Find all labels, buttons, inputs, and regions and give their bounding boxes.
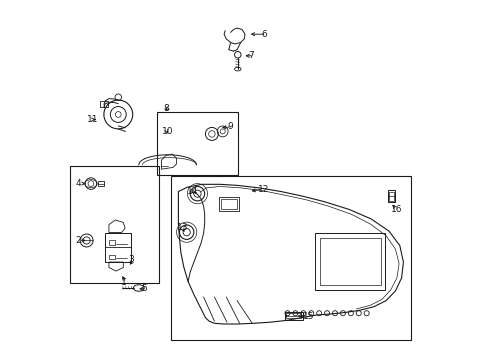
Bar <box>219 197 239 211</box>
Text: 3: 3 <box>128 256 134 264</box>
Text: 11: 11 <box>87 115 99 124</box>
Bar <box>71 166 159 283</box>
Bar <box>388 190 395 202</box>
Text: 14: 14 <box>187 187 198 196</box>
Text: 10: 10 <box>162 127 173 136</box>
Text: 6: 6 <box>261 30 267 39</box>
Bar <box>105 233 131 262</box>
Text: 13: 13 <box>176 223 188 232</box>
Text: 8: 8 <box>163 104 169 112</box>
Text: 16: 16 <box>391 205 402 214</box>
Text: 1: 1 <box>121 278 126 287</box>
Bar <box>320 238 381 285</box>
Bar <box>157 112 238 175</box>
Bar <box>100 101 108 107</box>
Text: 15: 15 <box>303 311 314 320</box>
Bar <box>286 313 301 318</box>
Bar <box>315 233 386 290</box>
Text: 4: 4 <box>75 179 81 188</box>
Bar <box>221 199 237 209</box>
Text: 9: 9 <box>228 122 233 131</box>
Bar <box>109 255 116 259</box>
Bar <box>285 312 303 320</box>
Bar <box>389 192 394 201</box>
Text: 12: 12 <box>258 184 269 194</box>
Text: 2: 2 <box>75 236 81 245</box>
Bar <box>171 176 411 340</box>
Bar <box>109 240 116 245</box>
Bar <box>98 181 104 186</box>
Text: 5: 5 <box>141 284 147 293</box>
Text: 7: 7 <box>248 51 254 60</box>
